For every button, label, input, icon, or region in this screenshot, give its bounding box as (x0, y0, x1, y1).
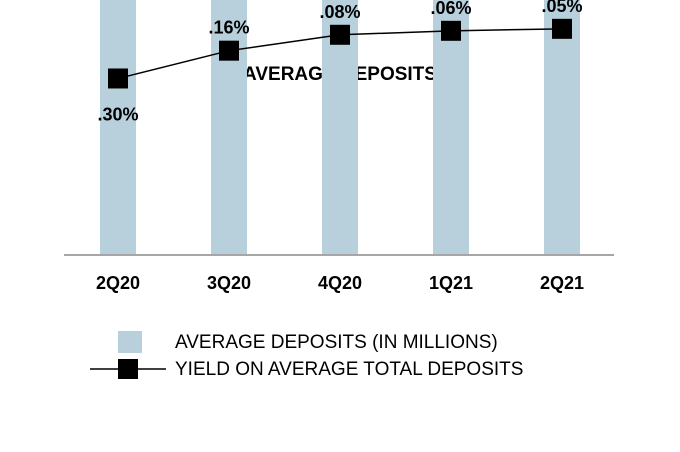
yield-marker-3Q20 (219, 40, 239, 61)
yield-value-label-1Q21: .06% (430, 0, 471, 18)
line-layer (108, 18, 572, 89)
bar-2Q20 (100, 0, 136, 256)
yield-value-label-2Q20: .30% (97, 104, 138, 124)
bar-3Q20 (211, 0, 247, 255)
yield-value-label-3Q20: .16% (208, 18, 249, 38)
yield-marker-4Q20 (330, 24, 350, 45)
yield-value-label-4Q20: .08% (319, 2, 360, 22)
labels-layer: $127,977$134,944$135,721$137,740$144,322… (96, 0, 584, 293)
yield-marker-2Q21 (552, 18, 572, 39)
legend: AVERAGE DEPOSITS (IN MILLIONS) YIELD ON … (90, 331, 523, 380)
x-tick-label-2Q21: 2Q21 (540, 273, 584, 293)
legend-bar-label: AVERAGE DEPOSITS (IN MILLIONS) (175, 332, 498, 353)
bar-1Q21 (433, 0, 469, 255)
legend-line-label: YIELD ON AVERAGE TOTAL DEPOSITS (175, 359, 523, 380)
yield-marker-1Q21 (441, 20, 461, 41)
x-tick-label-4Q20: 4Q20 (318, 273, 362, 293)
bar-2Q21 (544, 0, 580, 255)
x-tick-label-3Q20: 3Q20 (207, 273, 251, 293)
yield-value-label-2Q21: .05% (541, 0, 582, 16)
bars-layer (100, 0, 580, 256)
yield-marker-2Q20 (108, 68, 128, 89)
x-tick-label-2Q20: 2Q20 (96, 273, 140, 293)
legend-bar-swatch (118, 331, 142, 353)
x-tick-label-1Q21: 1Q21 (429, 273, 473, 293)
legend-line-marker (118, 359, 138, 379)
